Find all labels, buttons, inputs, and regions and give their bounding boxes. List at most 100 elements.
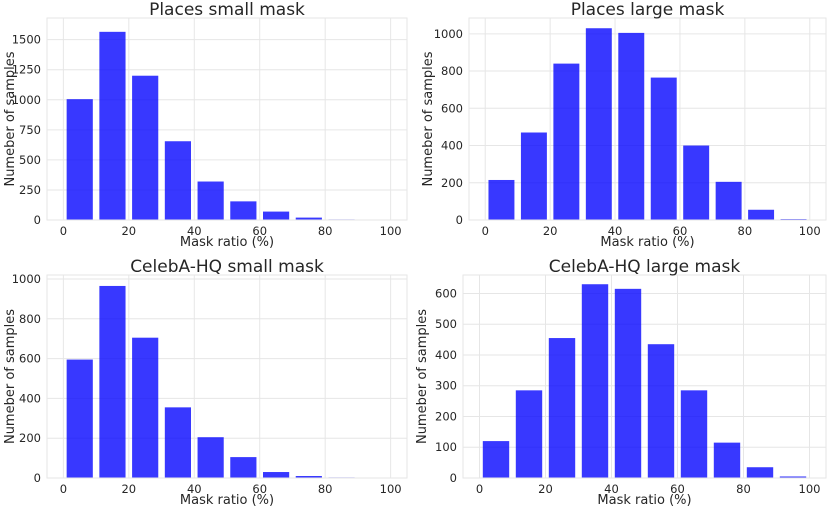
chart-title: CelebA-HQ large mask: [549, 257, 741, 277]
y-tick-label: 250: [19, 183, 41, 197]
y-tick-label: 600: [435, 286, 457, 300]
y-tick-label: 0: [34, 213, 41, 227]
x-tick-label: 60: [252, 224, 267, 238]
bar-places-large-75: [715, 181, 742, 220]
x-tick-label: 20: [121, 482, 136, 496]
chart-title: Places small mask: [149, 0, 305, 20]
y-tick-label: 750: [19, 123, 41, 137]
bar-celeba-small-35: [164, 407, 191, 478]
x-axis-label: Mask ratio (%): [180, 235, 274, 250]
x-tick-label: 80: [318, 482, 333, 496]
x-tick-label: 0: [476, 482, 483, 496]
bar-celeba-large-75: [713, 442, 741, 478]
y-tick-label: 0: [450, 471, 457, 485]
x-axis-label: Mask ratio (%): [600, 235, 694, 250]
y-tick-label: 1000: [12, 272, 41, 286]
bar-places-large-35: [585, 28, 612, 220]
x-tick-label: 60: [673, 224, 688, 238]
y-tick-label: 400: [19, 391, 41, 405]
x-tick-label: 0: [60, 224, 67, 238]
x-tick-label: 80: [736, 482, 751, 496]
chart-title: Places large mask: [571, 0, 725, 20]
x-tick-label: 0: [482, 224, 489, 238]
y-axis-label: Numeber of samples: [415, 309, 430, 444]
bar-celeba-small-75: [295, 476, 322, 478]
y-tick-label: 400: [441, 139, 463, 153]
y-tick-label: 1500: [12, 33, 41, 47]
plot-frame: [468, 17, 827, 221]
x-tick-label: 100: [380, 482, 402, 496]
x-axis-label: Mask ratio (%): [597, 493, 691, 508]
y-tick-label: 600: [19, 352, 41, 366]
y-tick-label: 400: [435, 348, 457, 362]
bar-places-large-25: [553, 63, 580, 220]
x-tick-label: 40: [608, 224, 623, 238]
y-axis-label: Numeber of samples: [421, 51, 436, 186]
x-tick-label: 80: [318, 224, 333, 238]
bar-places-small-55: [230, 201, 257, 220]
y-tick-label: 0: [34, 471, 41, 485]
bar-celeba-small-15: [99, 285, 126, 478]
bar-celeba-large-95: [779, 476, 807, 478]
bar-places-large-15: [520, 132, 547, 220]
y-tick-label: 0: [456, 213, 463, 227]
bar-celeba-large-25: [548, 338, 576, 478]
bar-places-small-15: [99, 31, 126, 220]
bar-celeba-small-5: [66, 359, 93, 478]
x-tick-label: 100: [380, 224, 402, 238]
plot-frame: [46, 274, 408, 479]
y-tick-label: 500: [19, 153, 41, 167]
plot-frame: [462, 274, 827, 479]
y-tick-label: 1250: [12, 63, 41, 77]
y-tick-label: 200: [19, 431, 41, 445]
x-tick-label: 40: [187, 224, 202, 238]
bar-places-large-85: [748, 209, 775, 220]
bar-places-large-65: [683, 145, 710, 220]
bar-celeba-large-45: [614, 288, 642, 478]
bar-places-small-65: [263, 211, 290, 220]
bar-celeba-small-45: [197, 437, 224, 478]
y-tick-label: 800: [19, 312, 41, 326]
bar-celeba-small-25: [132, 337, 159, 478]
x-axis-label: Mask ratio (%): [180, 493, 274, 508]
y-tick-label: 500: [435, 317, 457, 331]
chart-panel-places-small: 0 20 40 60 80 1000250500750100012501500Places…: [3, 0, 408, 250]
bar-places-small-35: [164, 141, 191, 220]
bar-places-large-55: [650, 77, 677, 220]
bar-places-small-25: [132, 75, 159, 221]
x-tick-label: 60: [670, 482, 685, 496]
y-tick-label: 200: [435, 409, 457, 423]
y-tick-label: 800: [441, 64, 463, 78]
y-axis-label: Numeber of samples: [3, 309, 18, 444]
y-axis-label: Numeber of samples: [3, 51, 18, 186]
bar-places-small-75: [295, 217, 322, 220]
y-tick-label: 200: [441, 176, 463, 190]
x-tick-label: 60: [252, 482, 267, 496]
x-tick-label: 20: [543, 224, 558, 238]
bar-places-small-45: [197, 181, 224, 220]
x-tick-label: 100: [799, 482, 821, 496]
bar-celeba-large-35: [581, 284, 609, 478]
y-tick-label: 1000: [12, 93, 41, 107]
chart-title: CelebA-HQ small mask: [130, 257, 324, 277]
bar-places-large-45: [618, 32, 645, 220]
x-tick-label: 40: [604, 482, 619, 496]
bar-celeba-large-5: [482, 441, 510, 478]
x-tick-label: 100: [799, 224, 821, 238]
bar-celeba-large-65: [680, 390, 708, 478]
x-tick-label: 80: [738, 224, 753, 238]
bar-celeba-large-15: [515, 390, 543, 478]
bar-places-small-5: [66, 99, 93, 220]
chart-panel-celeba-large: 0 20 40 60 80 100 0 100 200 300 400 500 600 CelebA-HQ…: [415, 257, 827, 508]
plot-frame: [46, 17, 408, 221]
bar-celeba-large-55: [647, 344, 675, 478]
y-tick-label: 600: [441, 101, 463, 115]
bar-celeba-large-85: [746, 467, 774, 478]
y-tick-label: 1000: [434, 27, 463, 41]
bar-places-large-5: [488, 179, 515, 220]
y-tick-label: 300: [435, 379, 457, 393]
x-tick-label: 40: [187, 482, 202, 496]
